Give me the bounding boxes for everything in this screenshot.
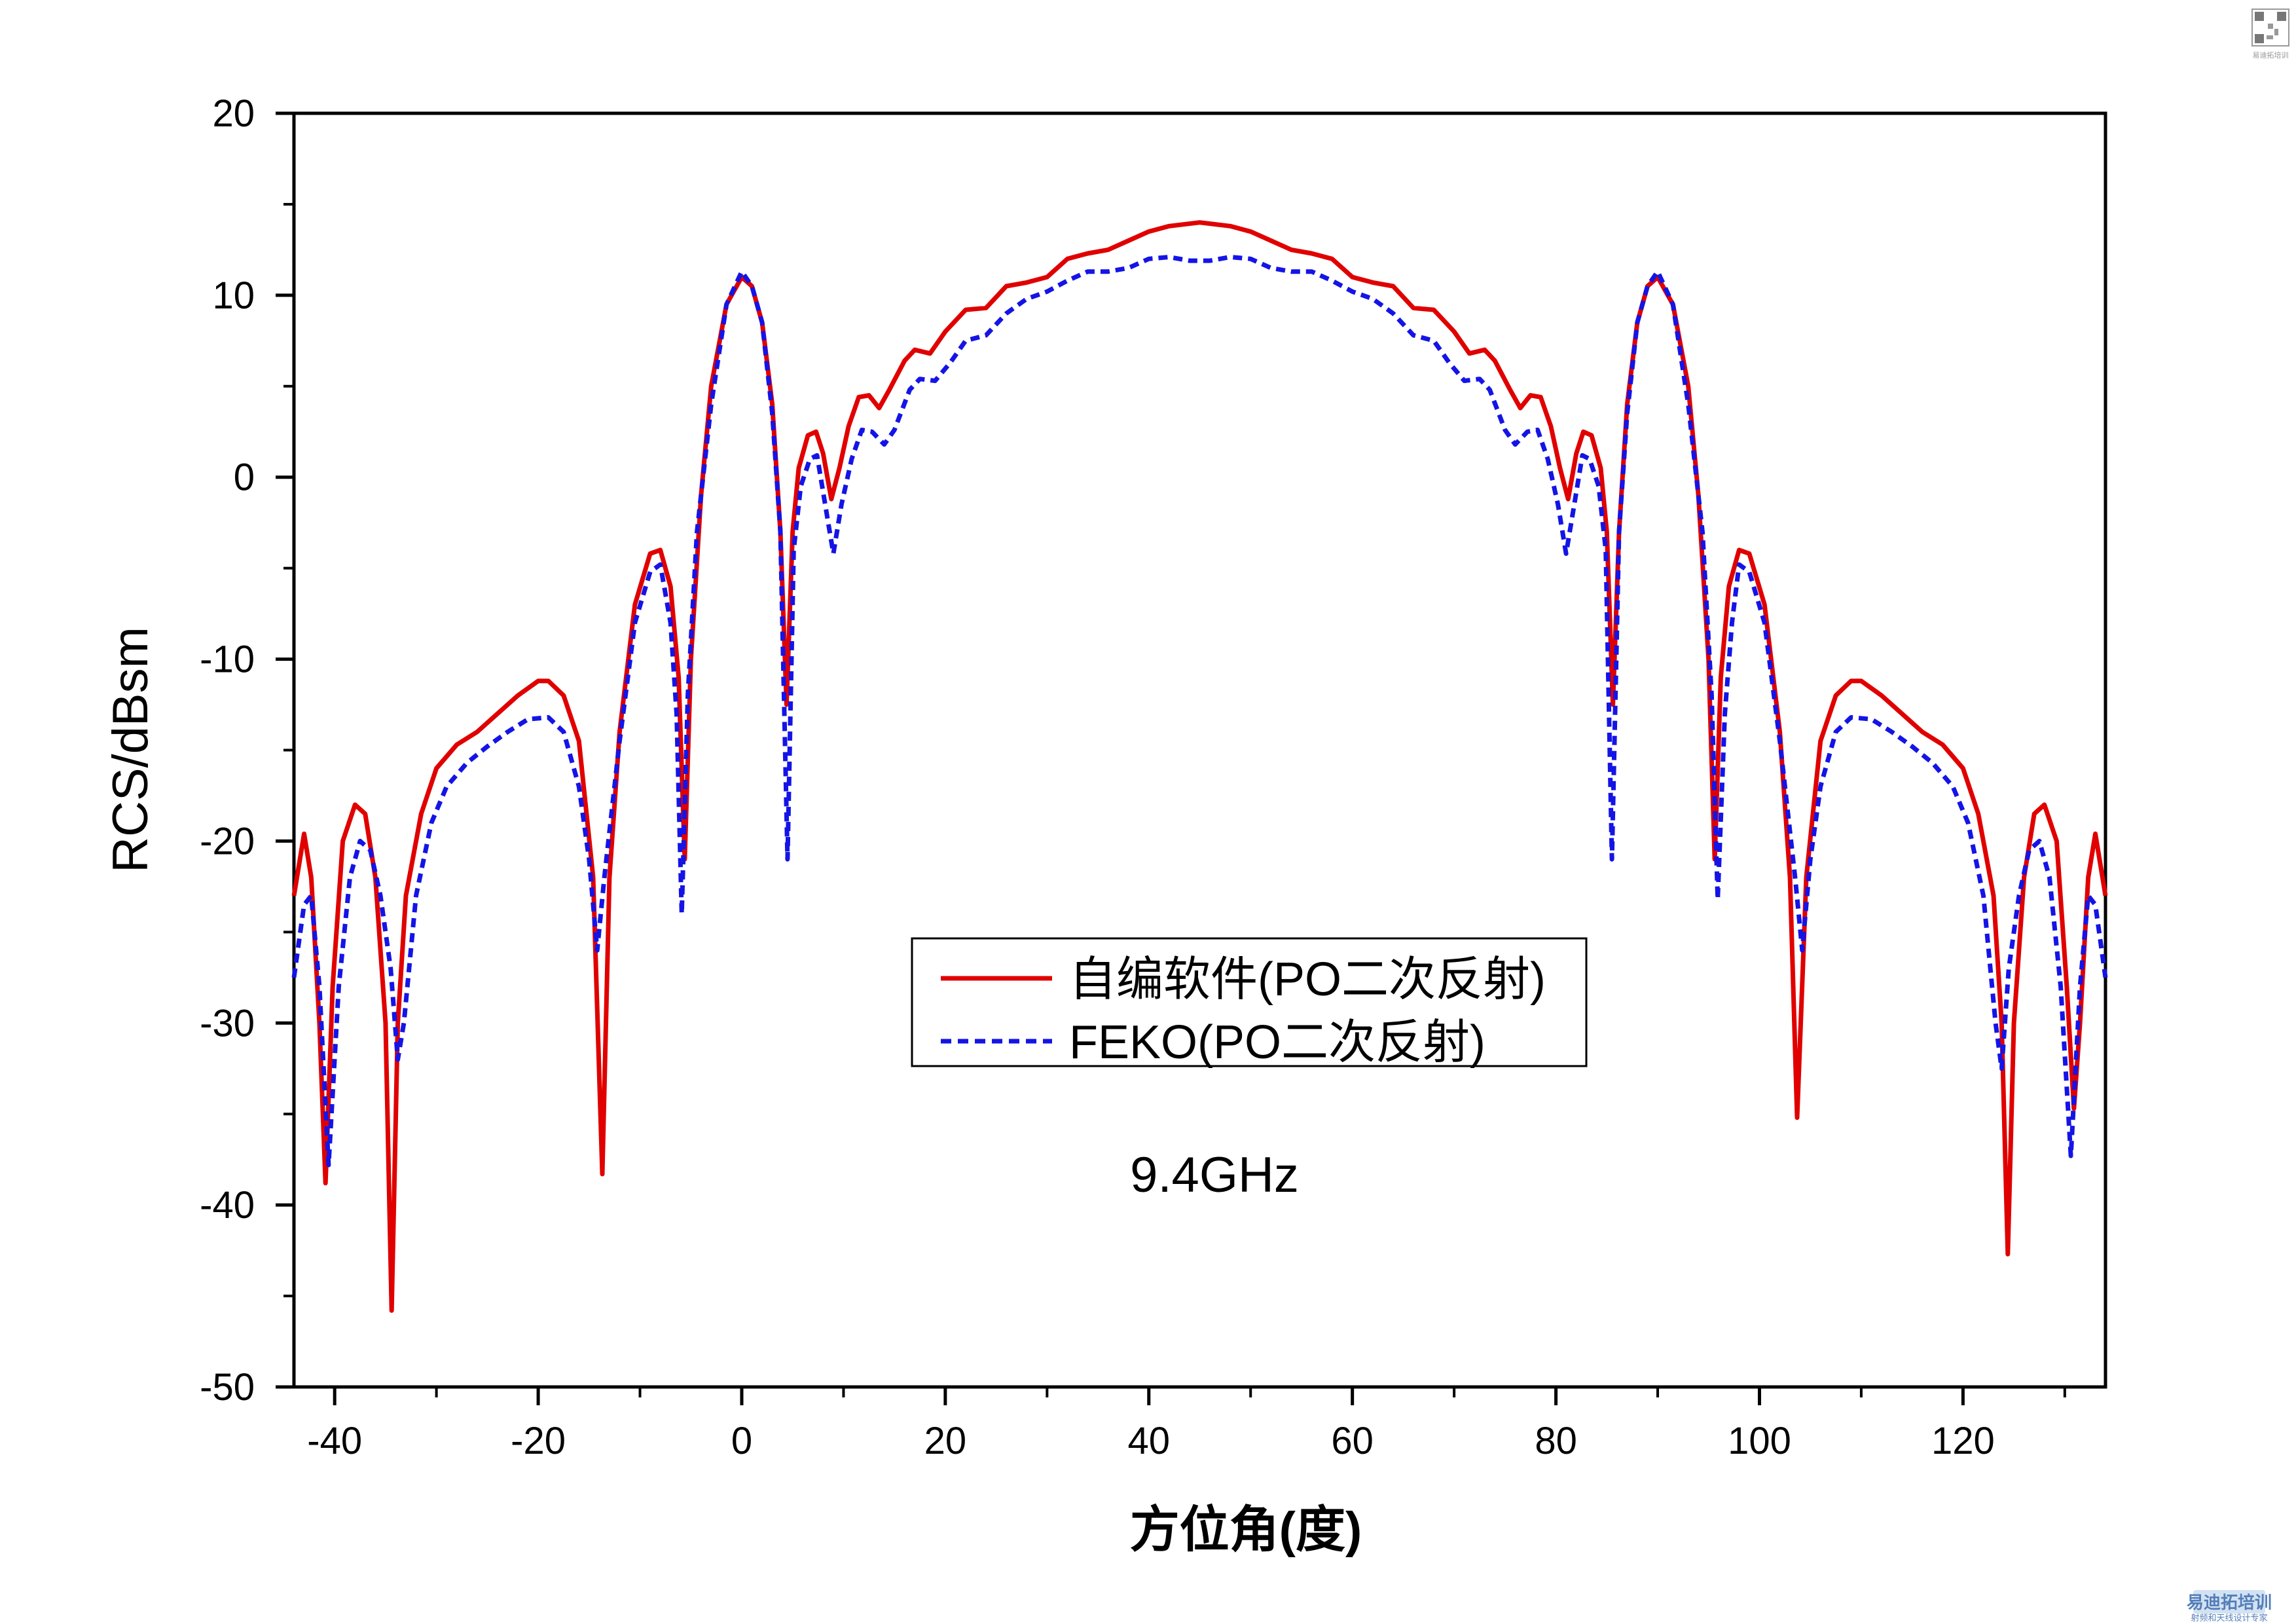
series-line-1 [291, 220, 2108, 1313]
brand-watermark-subtext: 射频和天线设计专家 [2191, 1613, 2267, 1623]
y-axis-ticks: -50 -40 -30 -20 -10 0 10 20 [200, 92, 294, 1409]
brand-watermark-text: 易迪拓培训 [2187, 1593, 2272, 1613]
x-tick-label: 100 [1728, 1420, 1791, 1462]
y-tick-label: 10 [212, 274, 255, 317]
legend-box [911, 937, 1588, 1067]
x-tick-label: 120 [1931, 1420, 1995, 1462]
legend: 自编软件(PO二次反射) FEKO(PO二次反射) [911, 937, 1588, 1069]
x-tick-label: 60 [1331, 1420, 1374, 1462]
y-tick-label: 0 [234, 456, 255, 499]
x-tick-label: -20 [511, 1420, 566, 1462]
y-tick-label: -10 [200, 638, 255, 681]
y-tick-label: -30 [200, 1002, 255, 1044]
x-tick-label: -40 [307, 1420, 362, 1462]
y-tick-label: -40 [200, 1184, 255, 1227]
x-tick-label: 20 [924, 1420, 967, 1462]
y-tick-label: 20 [212, 92, 255, 135]
x-axis-ticks: -40 -20 0 20 40 60 80 100 120 [307, 1387, 2066, 1462]
y-tick-label: -50 [200, 1366, 255, 1409]
legend-label-series-1: 自编软件(PO二次反射) [1069, 953, 1546, 1006]
frequency-annotation: 9.4GHz [1130, 1147, 1299, 1203]
series-group [291, 220, 2108, 1313]
y-tick-label: -20 [200, 820, 255, 862]
series-line-2 [291, 255, 2108, 1168]
x-tick-label: 40 [1128, 1420, 1171, 1462]
x-axis-title: 方位角(度) [1130, 1502, 1362, 1558]
x-tick-label: 80 [1535, 1420, 1577, 1462]
qr-caption: 易迪拓培训 [2253, 50, 2289, 60]
brand-watermark: 易迪拓培训 射频和天线设计专家 [2187, 1590, 2272, 1623]
legend-label-series-2: FEKO(PO二次反射) [1069, 1016, 1485, 1069]
qr-watermark: 易迪拓培训 [2251, 9, 2289, 60]
y-axis-title: RCS/dBsm [103, 627, 158, 873]
x-tick-label: 0 [731, 1420, 752, 1462]
